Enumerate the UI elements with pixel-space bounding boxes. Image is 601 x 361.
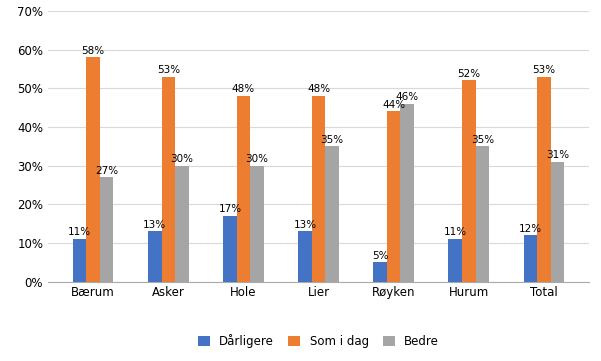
Text: 53%: 53% (157, 65, 180, 75)
Bar (400, 104, 414, 282)
Bar (373, 262, 387, 282)
Bar (387, 112, 400, 282)
Text: 12%: 12% (519, 223, 542, 234)
Bar (537, 77, 551, 282)
Bar (100, 177, 114, 282)
Text: 30%: 30% (170, 154, 194, 164)
Text: 5%: 5% (372, 251, 388, 261)
Bar (475, 146, 489, 282)
Bar (87, 57, 100, 282)
Bar (148, 231, 162, 282)
Text: 17%: 17% (218, 204, 242, 214)
Text: 44%: 44% (382, 100, 405, 110)
Text: 30%: 30% (245, 154, 269, 164)
Bar (325, 146, 339, 282)
Text: 31%: 31% (546, 150, 569, 160)
Bar (237, 96, 250, 282)
Bar (250, 166, 264, 282)
Bar (462, 81, 475, 282)
Legend: Dårligere, Som i dag, Bedre: Dårligere, Som i dag, Bedre (192, 328, 445, 354)
Text: 52%: 52% (457, 69, 480, 79)
Bar (312, 96, 325, 282)
Bar (551, 162, 564, 282)
Text: 53%: 53% (532, 65, 555, 75)
Bar (223, 216, 237, 282)
Bar (448, 239, 462, 282)
Bar (175, 166, 189, 282)
Text: 11%: 11% (444, 227, 467, 238)
Text: 35%: 35% (320, 135, 344, 145)
Text: 11%: 11% (68, 227, 91, 238)
Text: 48%: 48% (232, 84, 255, 94)
Text: 48%: 48% (307, 84, 330, 94)
Text: 46%: 46% (395, 92, 419, 102)
Text: 58%: 58% (82, 46, 105, 56)
Text: 13%: 13% (143, 220, 166, 230)
Text: 27%: 27% (95, 166, 118, 175)
Text: 13%: 13% (293, 220, 317, 230)
Bar (523, 235, 537, 282)
Bar (73, 239, 87, 282)
Bar (162, 77, 175, 282)
Text: 35%: 35% (471, 135, 494, 145)
Bar (298, 231, 312, 282)
